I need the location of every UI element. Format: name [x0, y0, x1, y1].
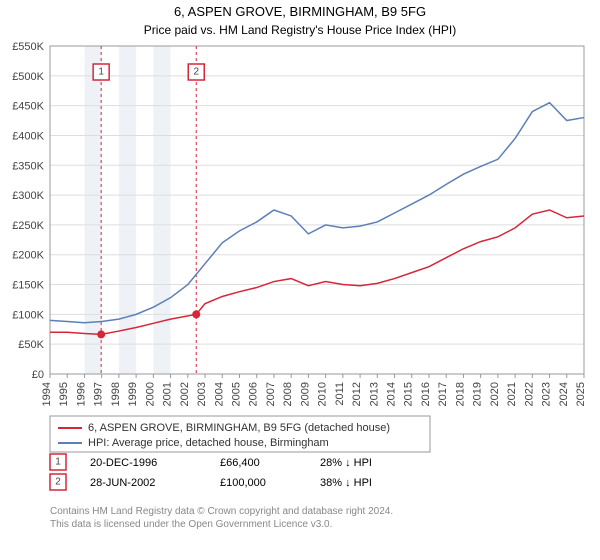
txn-date: 20-DEC-1996: [90, 457, 157, 469]
x-tick-label: 2000: [144, 382, 156, 406]
shaded-band: [84, 46, 101, 374]
y-tick-label: £300K: [12, 190, 44, 202]
x-tick-label: 2017: [437, 382, 449, 406]
x-tick-label: 1995: [58, 382, 70, 406]
x-tick-label: 2024: [558, 382, 570, 406]
x-tick-label: 2005: [230, 382, 242, 406]
marker-num: 2: [193, 67, 199, 78]
marker-dot: [192, 310, 200, 318]
legend-label: HPI: Average price, detached house, Birm…: [88, 437, 329, 449]
txn-price: £66,400: [220, 457, 260, 469]
chart-title: 6, ASPEN GROVE, BIRMINGHAM, B9 5FG: [174, 4, 426, 19]
x-tick-label: 2001: [162, 382, 174, 406]
x-tick-label: 2010: [317, 382, 329, 406]
y-tick-label: £150K: [12, 280, 44, 292]
txn-marker-num: 1: [55, 457, 61, 468]
txn-delta: 38% ↓ HPI: [320, 477, 372, 489]
x-tick-label: 2019: [472, 382, 484, 406]
y-tick-label: £0: [32, 369, 44, 381]
x-tick-label: 2003: [196, 382, 208, 406]
y-tick-label: £200K: [12, 250, 44, 262]
x-tick-label: 2009: [299, 382, 311, 406]
y-tick-label: £450K: [12, 101, 44, 113]
price-chart-container: { "header": { "title": "6, ASPEN GROVE, …: [0, 0, 600, 560]
x-tick-label: 2014: [386, 382, 398, 406]
x-tick-label: 2002: [179, 382, 191, 406]
x-tick-label: 2023: [541, 382, 553, 406]
footer-line-1: Contains HM Land Registry data © Crown c…: [50, 506, 393, 517]
x-tick-label: 1999: [127, 382, 139, 406]
x-tick-label: 2006: [248, 382, 260, 406]
y-tick-label: £350K: [12, 160, 44, 172]
x-tick-label: 1998: [110, 382, 122, 406]
shaded-band: [119, 46, 136, 374]
x-tick-label: 2018: [454, 382, 466, 406]
chart-subtitle: Price paid vs. HM Land Registry's House …: [144, 23, 456, 37]
x-tick-label: 2008: [282, 382, 294, 406]
y-tick-label: £500K: [12, 71, 44, 83]
y-tick-label: £550K: [12, 41, 44, 53]
y-tick-label: £100K: [12, 309, 44, 321]
y-tick-label: £50K: [18, 339, 44, 351]
x-tick-label: 2025: [575, 382, 587, 406]
x-tick-label: 2007: [265, 382, 277, 406]
legend-label: 6, ASPEN GROVE, BIRMINGHAM, B9 5FG (deta…: [88, 422, 390, 434]
x-tick-label: 2022: [523, 382, 535, 406]
y-tick-label: £250K: [12, 220, 44, 232]
x-tick-label: 2012: [351, 382, 363, 406]
x-tick-label: 2013: [368, 382, 380, 406]
x-tick-label: 2004: [213, 382, 225, 406]
x-tick-label: 2016: [420, 382, 432, 406]
txn-price: £100,000: [220, 477, 266, 489]
txn-date: 28-JUN-2002: [90, 477, 155, 489]
x-tick-label: 2020: [489, 382, 501, 406]
shaded-band: [153, 46, 170, 374]
txn-marker-num: 2: [55, 477, 61, 488]
x-tick-label: 2011: [334, 382, 346, 406]
x-tick-label: 2015: [403, 382, 415, 406]
x-tick-label: 2021: [506, 382, 518, 406]
marker-dot: [97, 330, 105, 338]
chart-svg: 6, ASPEN GROVE, BIRMINGHAM, B9 5FG Price …: [0, 0, 600, 560]
x-tick-label: 1996: [75, 382, 87, 406]
footer-line-2: This data is licensed under the Open Gov…: [50, 519, 332, 530]
y-tick-label: £400K: [12, 130, 44, 142]
marker-num: 1: [98, 67, 104, 78]
txn-delta: 28% ↓ HPI: [320, 457, 372, 469]
x-tick-label: 1997: [93, 382, 105, 406]
x-tick-label: 1994: [41, 382, 53, 406]
